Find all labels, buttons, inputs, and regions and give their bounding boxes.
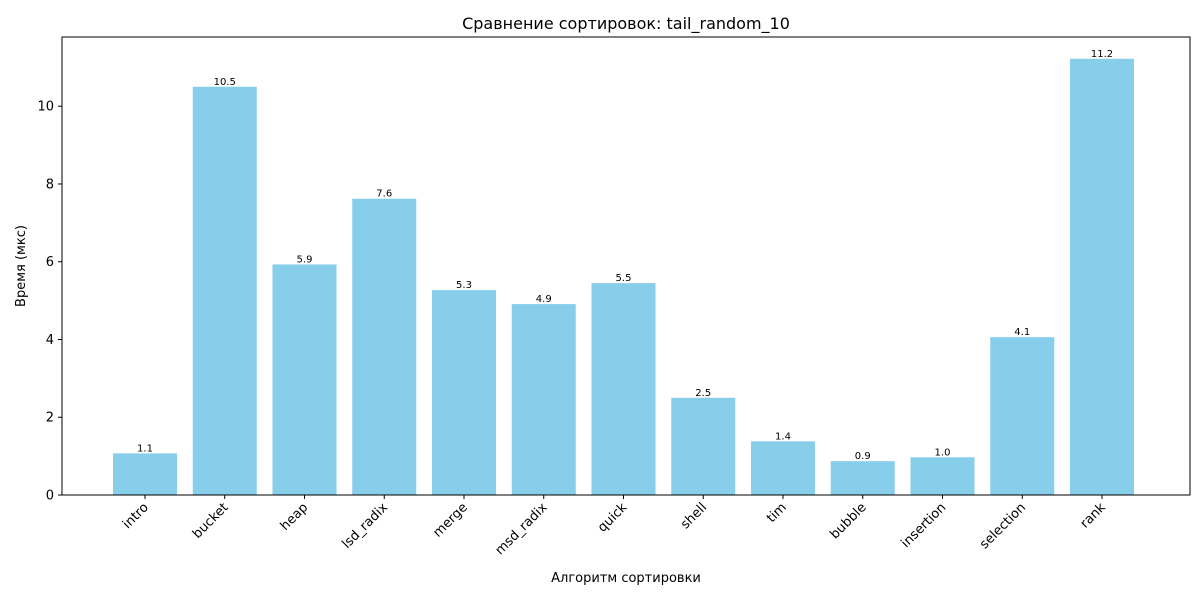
- x-tick-label: shell: [678, 500, 710, 532]
- bar-heap: [272, 264, 337, 495]
- y-tick-label: 6: [46, 255, 54, 270]
- bar-insertion: [910, 457, 975, 495]
- bar-intro: [113, 453, 177, 495]
- x-axis: intro bucket heap lsd_radix merge msd_radix qu…: [120, 495, 1109, 558]
- bar-lsd_radix: [352, 198, 417, 496]
- bar-value-label: 10.5: [214, 77, 236, 88]
- bar-value-label: 1.4: [775, 431, 791, 442]
- y-tick-label: 8: [46, 177, 54, 192]
- bar-value-labels: 1.1 10.5 5.9 7.6 5.3 4.9 5.5 2.5 1.4 0.9 1.0 4.1 11.…: [137, 49, 1113, 462]
- y-tick-label: 2: [46, 411, 54, 426]
- x-tick-label: msd_radix: [493, 500, 551, 558]
- y-tick-label: 4: [46, 333, 54, 348]
- bar-shell: [671, 397, 736, 495]
- bar-value-label: 7.6: [376, 189, 392, 200]
- y-tick-label: 0: [46, 489, 54, 504]
- x-tick-label: quick: [595, 500, 631, 536]
- x-tick-label: bucket: [190, 500, 232, 542]
- bar-value-label: 1.1: [137, 443, 153, 454]
- x-tick-label: intro: [120, 500, 152, 532]
- plot-frame: [61, 36, 1191, 496]
- bar-value-label: 2.5: [695, 388, 711, 399]
- x-tick-label: heap: [278, 500, 312, 534]
- bar-quick: [591, 283, 656, 495]
- bar-value-label: 1.0: [935, 447, 951, 458]
- x-tick-label: tim: [764, 500, 790, 526]
- bar-merge: [432, 290, 496, 495]
- chart-title: Сравнение сортировок: tail_random_10: [462, 14, 790, 34]
- bar-value-label: 4.9: [536, 294, 552, 305]
- bar-value-label: 5.9: [297, 254, 313, 265]
- x-tick-label: insertion: [899, 500, 950, 551]
- x-tick-label: rank: [1078, 500, 1110, 532]
- bar-rank: [1070, 58, 1134, 496]
- bar-selection: [990, 337, 1055, 495]
- x-tick-label: lsd_radix: [339, 500, 391, 552]
- y-axis-label: Время (мкс): [14, 225, 29, 307]
- bar-msd_radix: [511, 304, 576, 495]
- x-tick-label: bubble: [827, 500, 869, 542]
- x-tick-label: selection: [977, 500, 1029, 552]
- bars-layer: [113, 58, 1134, 496]
- bar-value-label: 11.2: [1091, 49, 1113, 60]
- bar-tim: [751, 441, 815, 495]
- y-axis: 0 2 4 6 8 10: [37, 100, 62, 504]
- bar-bubble: [830, 461, 895, 495]
- bar-value-label: 5.3: [456, 280, 472, 291]
- x-tick-label: merge: [431, 500, 471, 540]
- x-axis-label: Алгоритм сортировки: [551, 571, 701, 586]
- y-tick-label: 10: [37, 100, 54, 115]
- bar-value-label: 0.9: [855, 451, 871, 462]
- bar-value-label: 4.1: [1014, 327, 1030, 338]
- bar-bucket: [192, 86, 257, 496]
- bar-value-label: 5.5: [616, 273, 632, 284]
